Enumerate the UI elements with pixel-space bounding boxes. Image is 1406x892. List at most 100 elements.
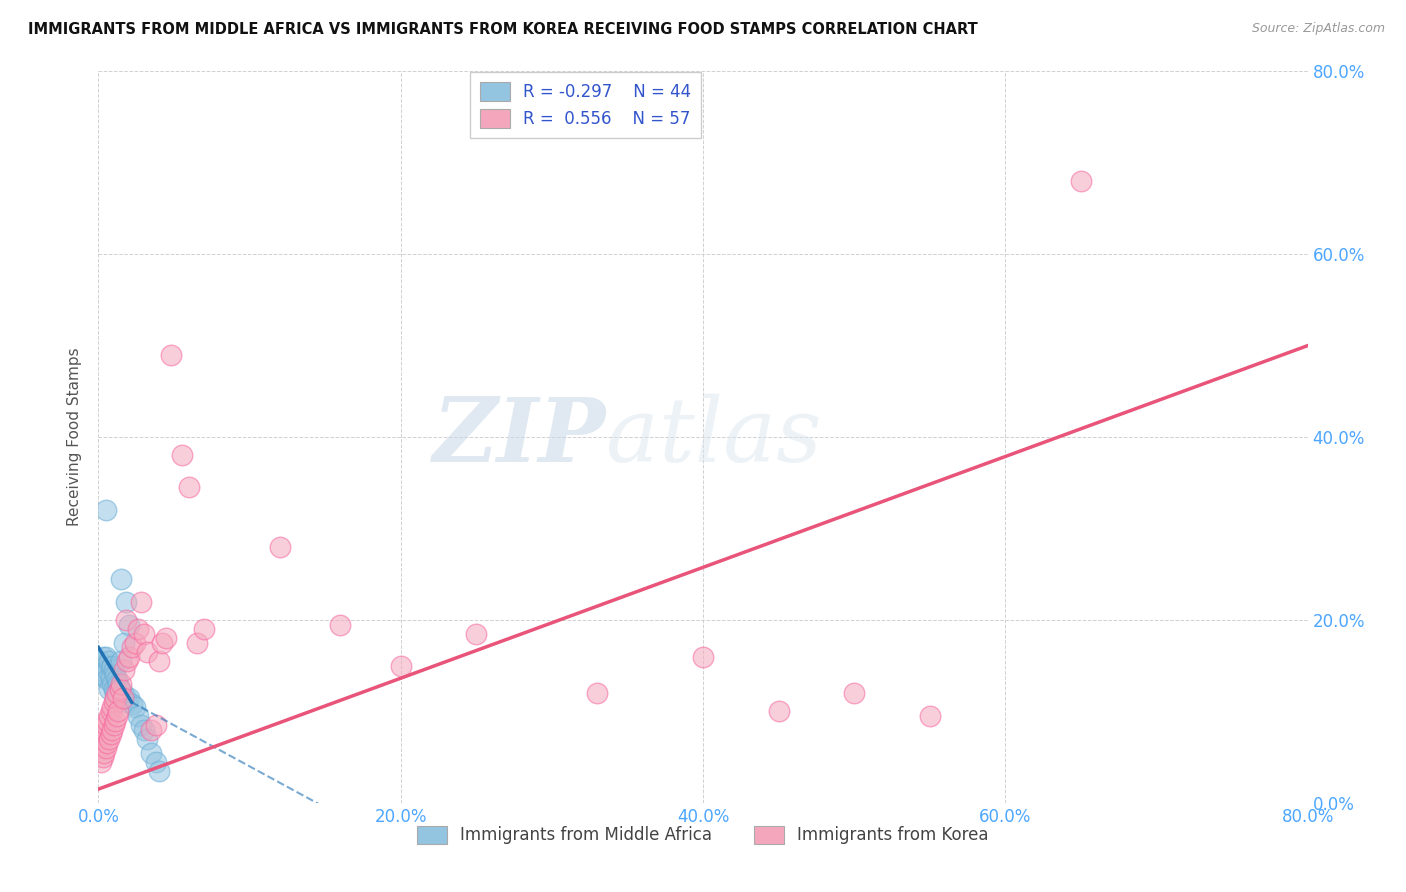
Point <box>103 695 125 709</box>
Point <box>104 686 127 700</box>
Text: atlas: atlas <box>606 393 823 481</box>
Point <box>98 709 121 723</box>
Point <box>98 654 121 668</box>
Point <box>844 686 866 700</box>
Point <box>114 594 136 608</box>
Point <box>105 690 128 705</box>
Point <box>127 622 149 636</box>
Point <box>111 690 134 705</box>
Point <box>692 649 714 664</box>
Point <box>118 690 141 705</box>
Point <box>103 663 125 677</box>
Point <box>93 746 115 760</box>
Point <box>90 723 112 737</box>
Point <box>124 636 146 650</box>
Point <box>121 697 143 711</box>
Point <box>127 709 149 723</box>
Point <box>100 670 122 684</box>
Point <box>91 731 114 746</box>
Point <box>118 617 141 632</box>
Point <box>148 764 170 778</box>
Point <box>105 673 128 687</box>
Point <box>155 632 177 646</box>
Point <box>114 613 136 627</box>
Point <box>93 670 115 684</box>
Point <box>124 699 146 714</box>
Point <box>104 690 127 705</box>
Point <box>93 660 115 674</box>
Point <box>101 658 124 673</box>
Point <box>107 705 129 719</box>
Point <box>98 681 121 696</box>
Point <box>104 667 127 681</box>
Point <box>186 636 208 650</box>
Point <box>145 718 167 732</box>
Text: Source: ZipAtlas.com: Source: ZipAtlas.com <box>1251 22 1385 36</box>
Point <box>115 695 138 709</box>
Point <box>91 750 114 764</box>
Text: ZIP: ZIP <box>433 394 606 480</box>
Point <box>101 699 124 714</box>
Point <box>148 654 170 668</box>
Point <box>105 709 128 723</box>
Point <box>918 709 941 723</box>
Point <box>160 348 183 362</box>
Point <box>90 663 112 677</box>
Point <box>94 665 117 680</box>
Point <box>118 649 141 664</box>
Point <box>103 681 125 696</box>
Point <box>141 723 163 737</box>
Point <box>389 658 412 673</box>
Text: IMMIGRANTS FROM MIDDLE AFRICA VS IMMIGRANTS FROM KOREA RECEIVING FOOD STAMPS COR: IMMIGRANTS FROM MIDDLE AFRICA VS IMMIGRA… <box>28 22 977 37</box>
Point <box>110 677 132 691</box>
Point <box>132 723 155 737</box>
Point <box>94 740 117 755</box>
Point <box>89 654 111 668</box>
Point <box>91 649 114 664</box>
Point <box>129 594 152 608</box>
Point <box>96 736 118 750</box>
Point <box>98 731 121 746</box>
Point <box>112 663 135 677</box>
Point <box>465 626 488 640</box>
Point <box>104 714 127 728</box>
Point <box>179 480 201 494</box>
Point <box>93 727 115 741</box>
Point <box>108 681 131 696</box>
Point <box>100 705 122 719</box>
Point <box>145 755 167 769</box>
Point <box>108 681 131 696</box>
Point <box>1070 174 1092 188</box>
Point <box>100 727 122 741</box>
Point <box>110 654 132 668</box>
Point <box>94 658 117 673</box>
Point <box>107 677 129 691</box>
Point <box>111 686 134 700</box>
Point <box>101 723 124 737</box>
Point <box>110 572 132 586</box>
Point <box>129 718 152 732</box>
Point <box>329 617 352 632</box>
Point <box>135 645 157 659</box>
Point <box>269 540 291 554</box>
Point <box>586 686 609 700</box>
Point <box>101 677 124 691</box>
Legend: Immigrants from Middle Africa, Immigrants from Korea: Immigrants from Middle Africa, Immigrant… <box>408 816 998 855</box>
Point <box>94 718 117 732</box>
Point <box>135 731 157 746</box>
Point <box>141 746 163 760</box>
Point <box>96 663 118 677</box>
Y-axis label: Receiving Food Stamps: Receiving Food Stamps <box>67 348 83 526</box>
Point <box>100 660 122 674</box>
Point <box>170 448 193 462</box>
Point <box>105 686 128 700</box>
Point <box>121 640 143 655</box>
Point <box>96 673 118 687</box>
Point <box>132 626 155 640</box>
Point <box>768 705 790 719</box>
Point <box>103 718 125 732</box>
Point <box>114 690 136 705</box>
Point <box>112 636 135 650</box>
Point <box>91 667 114 681</box>
Point <box>150 636 173 650</box>
